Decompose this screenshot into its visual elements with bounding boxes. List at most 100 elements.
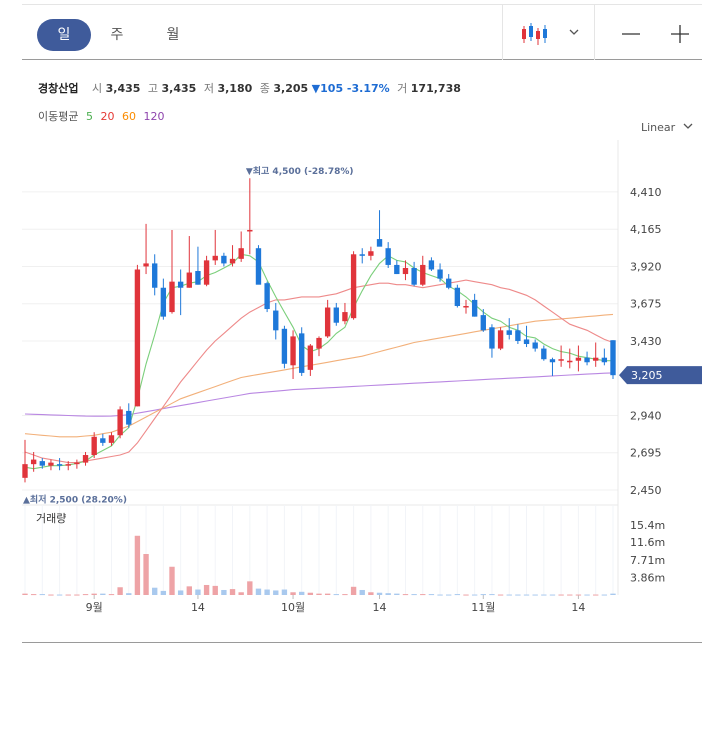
volume-bar: [100, 593, 106, 595]
volume-bar: [324, 593, 331, 595]
volume-bar: [428, 594, 435, 596]
candle-body: [515, 330, 521, 341]
ma120-line: [24, 372, 614, 417]
volume-tick-label: 11.6m: [630, 536, 665, 549]
open-value: 3,435: [105, 82, 141, 95]
volume-bar: [350, 586, 357, 595]
candle-body: [229, 258, 236, 264]
candlestick-icon: [522, 23, 547, 45]
ma120-label[interactable]: 120: [143, 110, 165, 123]
candle-body: [117, 409, 123, 436]
low-value: 3,180: [217, 82, 253, 95]
max-price-label: ▼최고 4,500 (-28.78%): [246, 165, 354, 177]
volume-value: 171,738: [410, 82, 461, 95]
candle-body: [281, 328, 288, 364]
volume-title: 거래량: [36, 512, 66, 525]
candle-body: [497, 330, 504, 349]
candle-body: [446, 278, 452, 288]
volume-bar: [177, 590, 184, 595]
volume-bar: [601, 594, 608, 596]
volume-bar: [221, 589, 227, 595]
date-tick-label: 14: [571, 601, 585, 614]
volume-bar: [255, 588, 262, 595]
current-price-box: [619, 366, 702, 385]
date-tick-label: 14: [373, 601, 387, 614]
scale-selector[interactable]: Linear: [641, 121, 693, 134]
volume-bar: [610, 593, 616, 595]
tab-monthly[interactable]: 월: [166, 27, 180, 43]
volume-bar: [273, 590, 279, 595]
candle-body: [203, 260, 210, 285]
volume-bars: [22, 535, 616, 596]
candle-body: [22, 464, 28, 478]
volume-bar: [480, 594, 486, 596]
moving-average-label: 이동평균: [38, 110, 79, 123]
ma20-label[interactable]: 20: [100, 110, 115, 123]
candlesticks: [22, 178, 616, 483]
candle-body: [48, 462, 54, 466]
volume-tick-label: 3.86m: [630, 571, 665, 584]
chart-type-selector[interactable]: [520, 21, 584, 47]
ma20-line: [24, 279, 614, 464]
volume-bar: [333, 594, 339, 596]
stock-name: 경창산업: [38, 82, 79, 95]
price-tick-label: 3,675: [630, 298, 662, 311]
date-tick-label: 10월: [281, 601, 305, 614]
candle-body: [316, 337, 322, 349]
candle-body: [523, 339, 530, 345]
candle-body: [610, 340, 616, 376]
volume-bar: [281, 589, 288, 595]
zoom-in-button[interactable]: [665, 21, 695, 47]
candle-body: [342, 312, 348, 322]
candle-body: [471, 299, 478, 317]
volume-bar: [497, 594, 504, 596]
volume-bar: [385, 593, 391, 595]
candle-body: [143, 263, 149, 267]
price-tick-label: 3,430: [630, 335, 662, 348]
volume-bar: [489, 594, 495, 596]
candle-body: [221, 255, 227, 264]
volume-bar: [515, 594, 521, 596]
volume-bar: [359, 589, 365, 595]
volume-bar: [74, 594, 80, 596]
price-summary: 경창산업 시 3,435 고 3,435 저 3,180 종 3,205 ▼10…: [38, 80, 461, 96]
candle-body: [359, 254, 365, 256]
volume-bar: [394, 593, 400, 595]
plus-icon: [671, 25, 689, 43]
zoom-out-button[interactable]: [616, 21, 646, 47]
candle-body: [601, 357, 608, 363]
candle-body: [212, 255, 218, 261]
volume-bar: [567, 594, 573, 596]
candle-body: [82, 455, 89, 463]
volume-bar: [376, 592, 383, 595]
date-axis: 9월 14 10월 14 11월 14: [86, 595, 585, 614]
tab-daily[interactable]: 일: [37, 19, 91, 51]
volume-bar: [558, 594, 564, 596]
volume-bar: [446, 594, 452, 596]
scale-label: Linear: [641, 121, 676, 134]
high-label: 고: [147, 82, 159, 95]
volume-bar: [342, 594, 348, 596]
volume-bar: [195, 589, 201, 595]
candle-body: [299, 333, 305, 373]
candle-body: [74, 462, 80, 465]
volume-bar: [203, 584, 210, 595]
candle-body: [402, 267, 409, 275]
candle-body: [100, 438, 106, 443]
close-value: 3,205: [273, 82, 309, 95]
ma5-label[interactable]: 5: [85, 110, 93, 123]
candle-body: [56, 464, 63, 466]
top-toolbar: 일 주 월: [22, 4, 702, 60]
volume-grid: [22, 504, 618, 595]
volume-bar: [126, 593, 132, 595]
open-label: 시: [91, 82, 103, 95]
candle-body: [385, 248, 391, 265]
low-label: 저: [203, 82, 214, 95]
date-tick-label: 11월: [471, 601, 495, 614]
tab-weekly[interactable]: 주: [110, 27, 124, 43]
volume-bar: [584, 594, 590, 596]
ma60-label[interactable]: 60: [121, 110, 136, 123]
toolbar-divider: [502, 5, 503, 60]
volume-bar: [169, 566, 175, 595]
